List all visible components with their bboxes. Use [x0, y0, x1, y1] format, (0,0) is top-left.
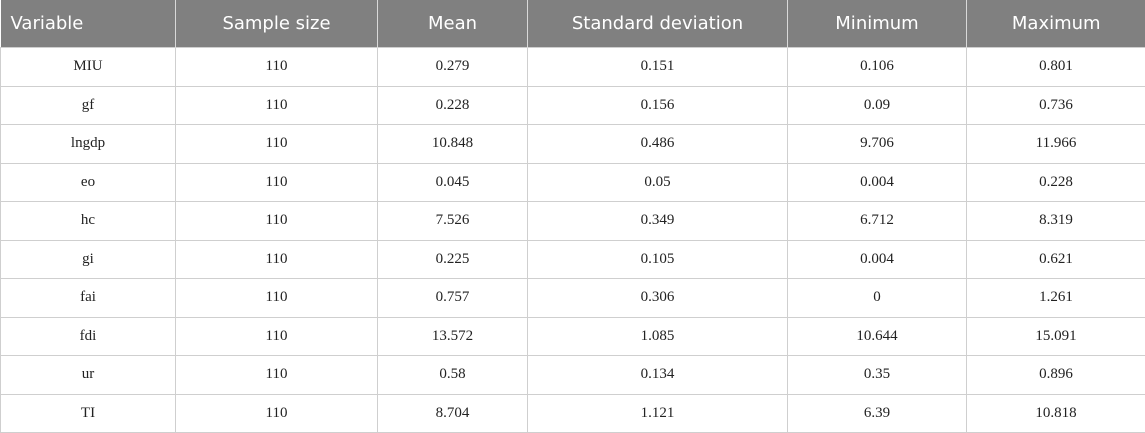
table-cell: 110 — [175, 201, 378, 241]
table-row: gi 110 0.225 0.105 0.004 0.621 — [0, 239, 1145, 279]
table-cell: 0.757 — [377, 278, 528, 318]
table-row: ur 110 0.58 0.134 0.35 0.896 — [0, 355, 1145, 395]
table-cell: fdi — [0, 316, 176, 356]
header-row: Variable Sample size Mean Standard deviatio… — [0, 0, 1145, 48]
table-cell: fai — [0, 278, 176, 318]
table-cell: 0.134 — [527, 355, 788, 395]
table-cell: MIU — [0, 47, 176, 87]
table-cell: 110 — [175, 393, 378, 433]
table-row: lngdp 110 10.848 0.486 9.706 11.966 — [0, 124, 1145, 164]
table-cell: 0.106 — [787, 47, 967, 87]
table-cell: 6.712 — [787, 201, 967, 241]
table-cell: 110 — [175, 85, 378, 125]
header-cell: Mean — [377, 0, 528, 48]
table-cell: hc — [0, 201, 176, 241]
header-cell: Standard deviation — [527, 0, 788, 48]
table-cell: 0.151 — [527, 47, 788, 87]
table-row: MIU 110 0.279 0.151 0.106 0.801 — [0, 47, 1145, 87]
table-body: MIU 110 0.279 0.151 0.106 0.801 gf 110 0.228 0.15… — [0, 47, 1145, 433]
table-cell: 0.004 — [787, 162, 967, 202]
table-cell: 0.156 — [527, 85, 788, 125]
table-cell: 6.39 — [787, 393, 967, 433]
table-cell: 15.091 — [966, 316, 1145, 356]
table-cell: 110 — [175, 316, 378, 356]
table-cell: 0.896 — [966, 355, 1145, 395]
table-row: gf 110 0.228 0.156 0.09 0.736 — [0, 85, 1145, 125]
table-cell: 0.004 — [787, 239, 967, 279]
table-cell: 10.644 — [787, 316, 967, 356]
table-cell: 0.58 — [377, 355, 528, 395]
table-cell: 0.736 — [966, 85, 1145, 125]
table-cell: 110 — [175, 162, 378, 202]
table-cell: ur — [0, 355, 176, 395]
table-cell: 0.105 — [527, 239, 788, 279]
table-cell: lngdp — [0, 124, 176, 164]
table-cell: 110 — [175, 239, 378, 279]
table-row: fai 110 0.757 0.306 0 1.261 — [0, 278, 1145, 318]
table-cell: 0.801 — [966, 47, 1145, 87]
table-cell: 110 — [175, 355, 378, 395]
table-row: hc 110 7.526 0.349 6.712 8.319 — [0, 201, 1145, 241]
table-cell: 0.35 — [787, 355, 967, 395]
table-cell: 8.319 — [966, 201, 1145, 241]
table-cell: 0.306 — [527, 278, 788, 318]
table-row: TI 110 8.704 1.121 6.39 10.818 — [0, 393, 1145, 433]
header-cell: Maximum — [966, 0, 1145, 48]
table-cell: 0.279 — [377, 47, 528, 87]
header-cell: Minimum — [787, 0, 967, 48]
table-cell: eo — [0, 162, 176, 202]
table-cell: 0.621 — [966, 239, 1145, 279]
table-cell: 11.966 — [966, 124, 1145, 164]
table-cell: 7.526 — [377, 201, 528, 241]
table-cell: 1.261 — [966, 278, 1145, 318]
table-cell: 0.045 — [377, 162, 528, 202]
table-cell: 9.706 — [787, 124, 967, 164]
table-cell: 110 — [175, 124, 378, 164]
table-cell: 13.572 — [377, 316, 528, 356]
table-cell: 1.121 — [527, 393, 788, 433]
table-cell: 10.848 — [377, 124, 528, 164]
table-cell: 1.085 — [527, 316, 788, 356]
table-cell: 0.228 — [377, 85, 528, 125]
header-cell: Sample size — [175, 0, 378, 48]
table-cell: 0.349 — [527, 201, 788, 241]
table-cell: 0.09 — [787, 85, 967, 125]
table-cell: 110 — [175, 47, 378, 87]
table-cell: 8.704 — [377, 393, 528, 433]
header-cell: Variable — [0, 0, 176, 48]
table-cell: 0.05 — [527, 162, 788, 202]
table-row: eo 110 0.045 0.05 0.004 0.228 — [0, 162, 1145, 202]
table-cell: 0.225 — [377, 239, 528, 279]
table-cell: gi — [0, 239, 176, 279]
table-row: fdi 110 13.572 1.085 10.644 15.091 — [0, 316, 1145, 356]
table-cell: gf — [0, 85, 176, 125]
table-cell: 0.486 — [527, 124, 788, 164]
table-cell: 10.818 — [966, 393, 1145, 433]
table-cell: 110 — [175, 278, 378, 318]
table-cell: 0 — [787, 278, 967, 318]
table-cell: 0.228 — [966, 162, 1145, 202]
table-cell: TI — [0, 393, 176, 433]
